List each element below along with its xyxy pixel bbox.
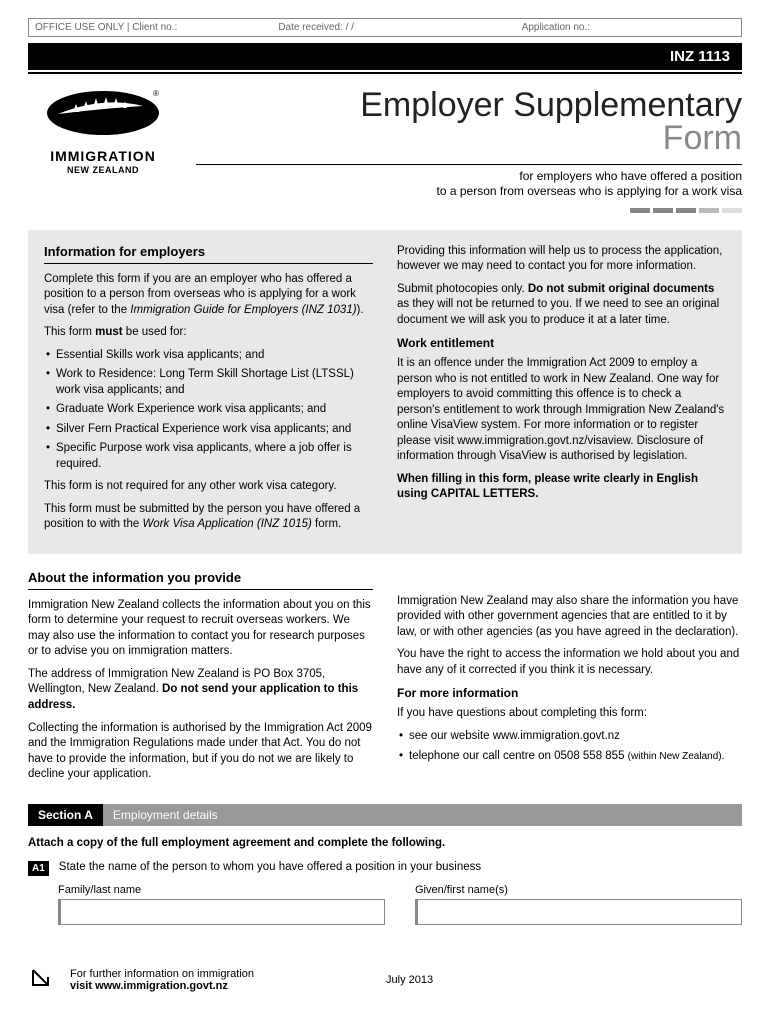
family-name-input[interactable] [58, 899, 385, 925]
family-name-label: Family/last name [58, 884, 385, 896]
aboutr-p3: If you have questions about completing t… [397, 706, 742, 722]
date-received: Date received: / / [278, 22, 491, 33]
list-item: Work to Residence: Long Term Skill Short… [44, 367, 373, 398]
info-box: Information for employers Complete this … [28, 230, 742, 554]
decorative-dashes [196, 204, 742, 216]
right-p3: It is an offence under the Immigration A… [397, 356, 726, 465]
list-item: telephone our call centre on 0508 558 85… [397, 749, 742, 765]
question-text: State the name of the person to whom you… [59, 861, 481, 873]
application-no: Application no.: [522, 22, 735, 33]
info-bullets: Essential Skills work visa applicants; a… [44, 348, 373, 473]
svg-text:®: ® [153, 89, 159, 98]
aboutr-p1: Immigration New Zealand may also share t… [397, 594, 742, 641]
page-footer: For further information on immigration v… [28, 965, 742, 995]
footer-text-1: For further information on immigration [70, 968, 254, 980]
info-p1: Complete this form if you are an employe… [44, 272, 373, 319]
aboutr-p2: You have the right to access the informa… [397, 647, 742, 678]
list-item: Silver Fern Practical Experience work vi… [44, 422, 373, 438]
logo-subtext: NEW ZEALAND [28, 165, 178, 175]
logo-text: IMMIGRATION [28, 148, 178, 164]
office-use-bar: OFFICE USE ONLY | Client no.: Date recei… [28, 18, 742, 37]
info-p2: This form must be used for: [44, 325, 373, 341]
footer-date: July 2013 [386, 974, 433, 986]
more-info-heading: For more information [397, 686, 742, 700]
work-entitlement-heading: Work entitlement [397, 336, 726, 350]
about-p1: Immigration New Zealand collects the inf… [28, 598, 373, 660]
section-label: Section A [28, 804, 103, 826]
given-name-label: Given/first name(s) [415, 884, 742, 896]
list-item: Essential Skills work visa applicants; a… [44, 348, 373, 364]
form-code-bar: INZ 1113 [28, 43, 742, 70]
about-p3: Collecting the information is authorised… [28, 721, 373, 783]
section-a-bar: Section A Employment details [28, 804, 742, 826]
title-underline [196, 164, 742, 165]
list-item: Specific Purpose work visa applicants, w… [44, 441, 373, 472]
arrow-icon [28, 965, 58, 995]
list-item: see our website www.immigration.govt.nz [397, 729, 742, 745]
info-heading: Information for employers [44, 244, 373, 264]
info-p4: This form must be submitted by the perso… [44, 502, 373, 533]
fern-icon: ® [43, 86, 163, 141]
right-p1: Providing this information will help us … [397, 244, 726, 275]
given-name-input[interactable] [415, 899, 742, 925]
immigration-logo: ® IMMIGRATION NEW ZEALAND [28, 86, 178, 216]
question-a1: A1 State the name of the person to whom … [28, 861, 742, 876]
attach-instruction: Attach a copy of the full employment agr… [28, 836, 742, 852]
question-number: A1 [28, 861, 49, 876]
list-item: Graduate Work Experience work visa appli… [44, 402, 373, 418]
info-p3: This form is not required for any other … [44, 479, 373, 495]
right-p4: When filling in this form, please write … [397, 472, 726, 503]
office-label: OFFICE USE ONLY | Client no.: [35, 22, 248, 33]
footer-text-2: visit www.immigration.govt.nz [70, 980, 254, 992]
divider [28, 72, 742, 74]
about-heading: About the information you provide [28, 570, 373, 590]
form-subtitle: for employers who have offered a positio… [196, 169, 742, 200]
section-title: Employment details [103, 804, 742, 826]
more-info-bullets: see our website www.immigration.govt.nz … [397, 729, 742, 764]
right-p2: Submit photocopies only. Do not submit o… [397, 282, 726, 329]
about-p2: The address of Immigration New Zealand i… [28, 667, 373, 714]
